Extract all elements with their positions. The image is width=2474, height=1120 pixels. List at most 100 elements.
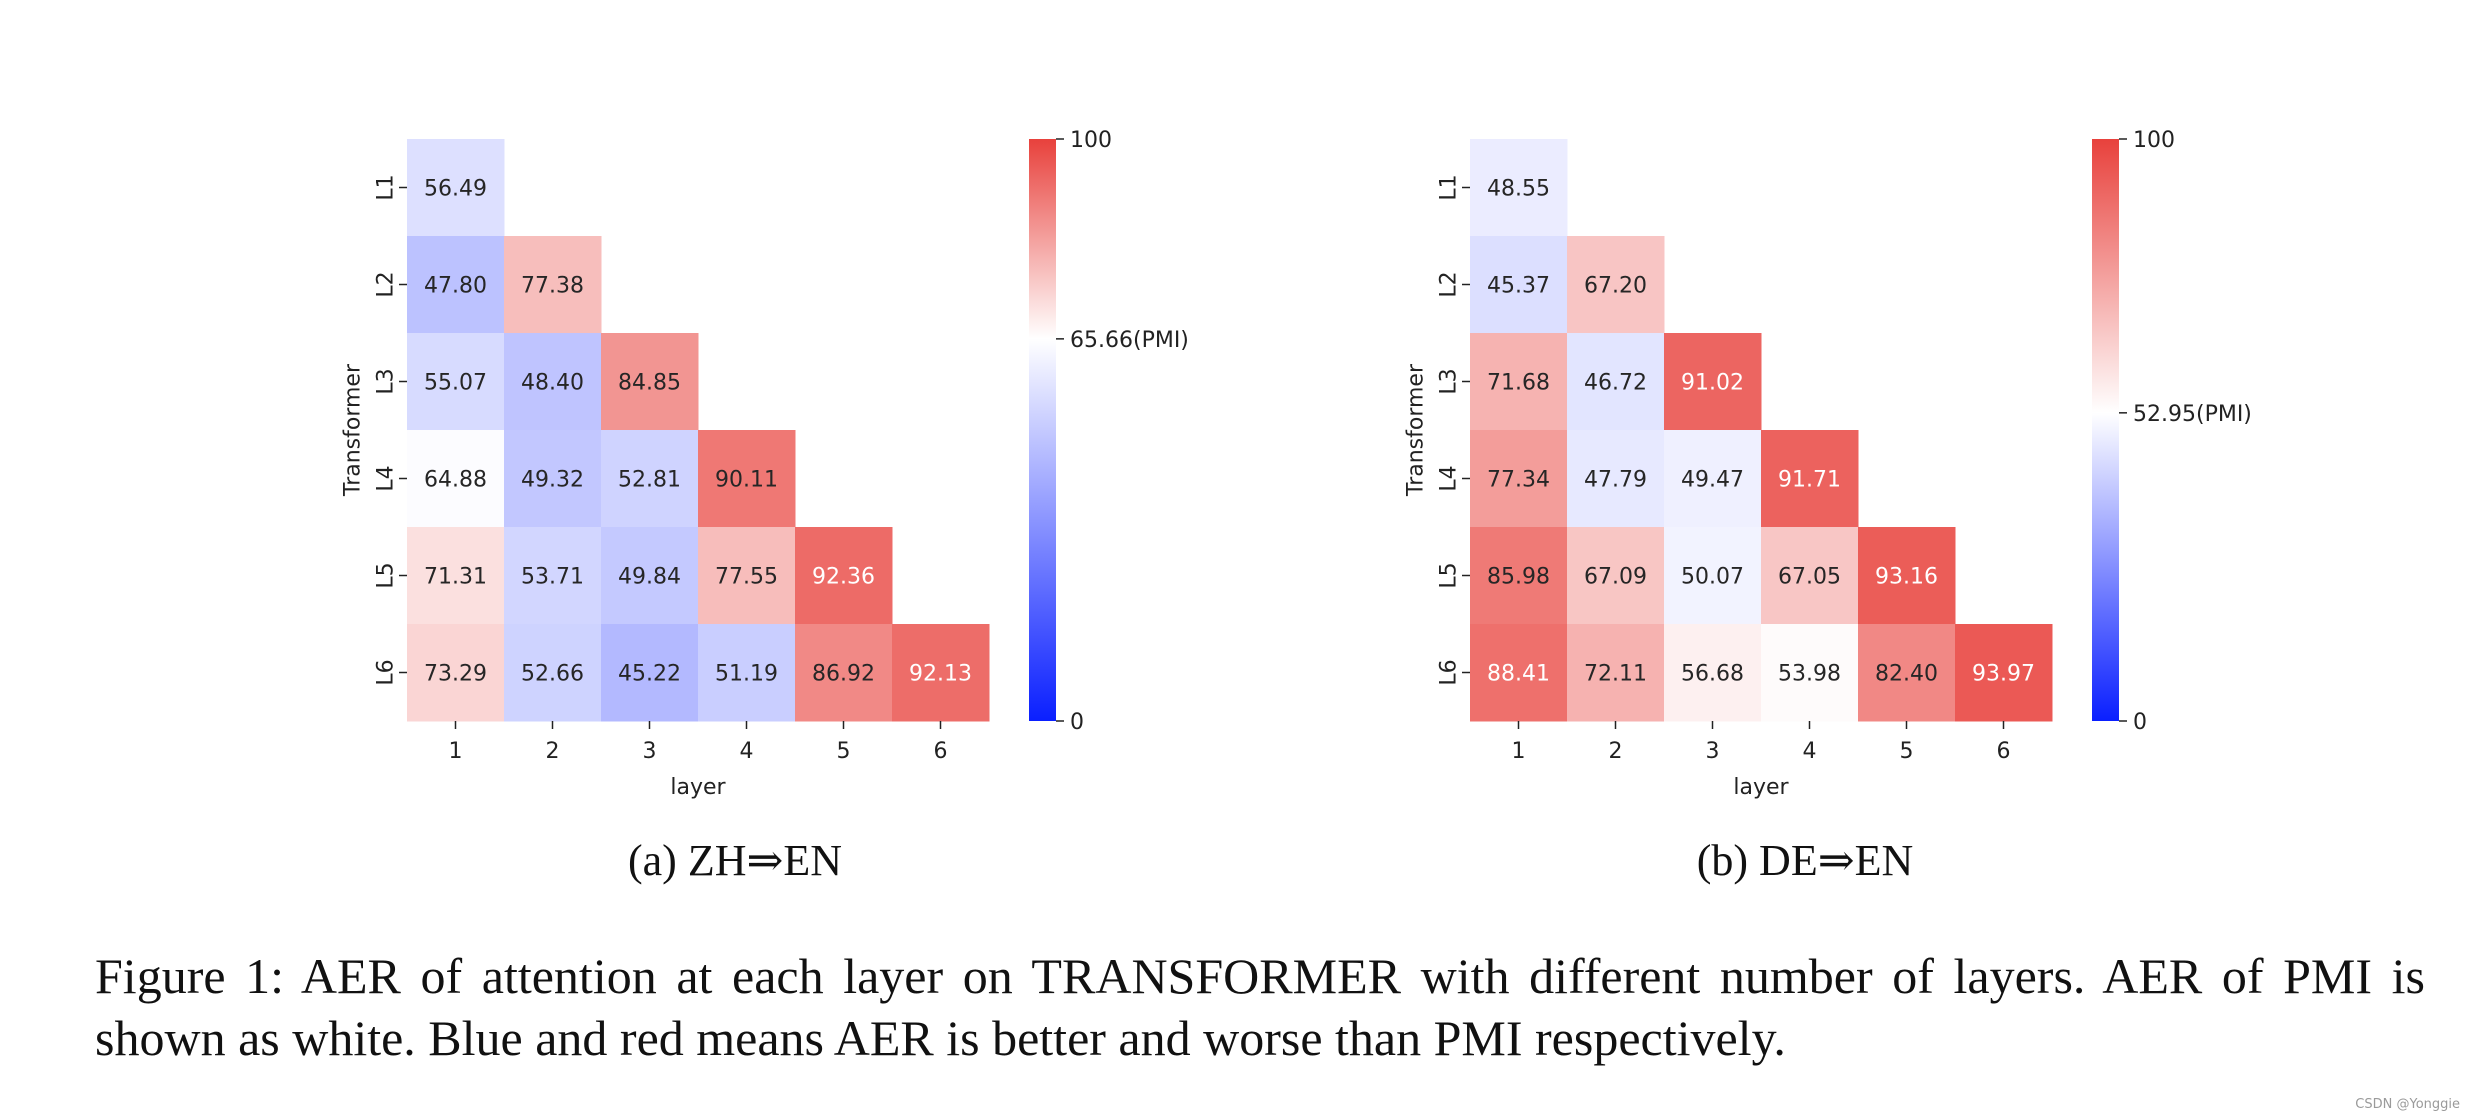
cell-value-label: 77.55 — [715, 565, 778, 590]
heatmap-cell — [504, 430, 602, 528]
heatmap-cell — [1664, 527, 1762, 625]
colorbar-tick-label: 100 — [2133, 128, 2175, 153]
caption-prefix: Figure 1: AER of attention at each layer… — [95, 948, 1062, 1004]
y-tick-label: L1 — [1437, 174, 1462, 200]
x-tick-label: 6 — [934, 739, 948, 764]
heatmap-cell — [1470, 430, 1568, 528]
cell-value-label: 93.16 — [1875, 565, 1938, 590]
colorbar-tick-label: 100 — [1070, 128, 1112, 153]
heatmap-cell — [601, 430, 699, 528]
heatmap-cell — [892, 624, 990, 722]
heatmap-cell — [1470, 527, 1568, 625]
colorbar-tick-label: 52.95(PMI) — [2133, 402, 2252, 427]
heatmap-cell — [407, 430, 505, 528]
cell-value-label: 92.36 — [812, 565, 875, 590]
panel-subtitle: (a) ZH⇒EN — [628, 836, 842, 885]
cell-value-label: 53.71 — [521, 565, 584, 590]
heatmap-cell — [407, 624, 505, 722]
heatmap-cell — [1567, 624, 1665, 722]
heatmap-cell — [698, 430, 796, 528]
x-tick-label: 3 — [1706, 739, 1720, 764]
cell-value-label: 49.32 — [521, 468, 584, 493]
cell-value-label: 49.47 — [1681, 468, 1744, 493]
y-tick-label: L2 — [1437, 271, 1462, 297]
heatmap-cell — [407, 527, 505, 625]
y-tick-label: L3 — [374, 368, 399, 394]
heatmap-cell — [1567, 430, 1665, 528]
heatmap-cell — [1955, 624, 2053, 722]
heatmap-panel-zh-en: 56.49 47.80 77.38 55.07 48.40 84.85 64.88 49.32… — [341, 128, 1189, 885]
heatmap-cell — [504, 236, 602, 334]
heatmap-cell — [504, 624, 602, 722]
x-tick-label: 1 — [1512, 739, 1526, 764]
cell-value-label: 91.02 — [1681, 371, 1744, 396]
caption-smallcaps: RANSFORMER — [1061, 948, 1401, 1004]
heatmap-cell — [1858, 527, 1956, 625]
x-tick-label: 1 — [449, 739, 463, 764]
heatmap-cell — [504, 333, 602, 431]
y-axis-label: Transformer — [1404, 363, 1429, 497]
heatmap-cell — [1470, 139, 1568, 237]
y-tick-label: L2 — [374, 271, 399, 297]
heatmap-cell — [1470, 236, 1568, 334]
heatmap-cell — [1664, 430, 1762, 528]
cell-value-label: 67.09 — [1584, 565, 1647, 590]
cell-value-label: 82.40 — [1875, 662, 1938, 687]
heatmap-cell — [407, 236, 505, 334]
cell-value-label: 56.68 — [1681, 662, 1744, 687]
cell-value-label: 84.85 — [618, 371, 681, 396]
heatmap-cell — [601, 333, 699, 431]
heatmap-cell — [601, 527, 699, 625]
cell-value-label: 52.66 — [521, 662, 584, 687]
y-tick-label: L3 — [1437, 368, 1462, 394]
heatmap-cell — [504, 527, 602, 625]
cell-value-label: 46.72 — [1584, 371, 1647, 396]
x-axis-label: layer — [670, 775, 726, 800]
x-tick-label: 6 — [1997, 739, 2011, 764]
colorbar-tick-label: 0 — [1070, 710, 1084, 735]
colorbar — [2092, 139, 2119, 721]
x-axis-label: layer — [1733, 775, 1789, 800]
heatmap-cell — [1761, 430, 1859, 528]
x-tick-label: 2 — [1609, 739, 1623, 764]
heatmap-cell — [407, 333, 505, 431]
panel-subtitle: (b) DE⇒EN — [1697, 836, 1913, 885]
cell-value-label: 85.98 — [1487, 565, 1550, 590]
x-tick-label: 3 — [643, 739, 657, 764]
cell-value-label: 45.22 — [618, 662, 681, 687]
cell-value-label: 48.55 — [1487, 177, 1550, 202]
heatmap-cell — [795, 527, 893, 625]
heatmap-cell — [1761, 527, 1859, 625]
heatmap-cell — [795, 624, 893, 722]
cell-value-label: 77.34 — [1487, 468, 1550, 493]
x-tick-label: 2 — [546, 739, 560, 764]
x-tick-label: 4 — [740, 739, 754, 764]
cell-value-label: 47.79 — [1584, 468, 1647, 493]
cell-value-label: 90.11 — [715, 468, 778, 493]
cell-value-label: 49.84 — [618, 565, 681, 590]
cell-value-label: 52.81 — [618, 468, 681, 493]
cell-value-label: 67.20 — [1584, 274, 1647, 299]
heatmap-cell — [698, 624, 796, 722]
heatmap-cell — [1567, 527, 1665, 625]
y-tick-label: L6 — [374, 659, 399, 685]
colorbar-tick-label: 0 — [2133, 710, 2147, 735]
cell-value-label: 45.37 — [1487, 274, 1550, 299]
figure-caption: Figure 1: AER of attention at each layer… — [95, 945, 2425, 1069]
cell-value-label: 72.11 — [1584, 662, 1647, 687]
heatmap-cell — [1470, 333, 1568, 431]
cell-value-label: 51.19 — [715, 662, 778, 687]
y-tick-label: L4 — [374, 465, 399, 491]
cell-value-label: 92.13 — [909, 662, 972, 687]
y-tick-label: L1 — [374, 174, 399, 200]
cell-value-label: 48.40 — [521, 371, 584, 396]
cell-value-label: 88.41 — [1487, 662, 1550, 687]
colorbar — [1029, 139, 1056, 721]
y-tick-label: L6 — [1437, 659, 1462, 685]
caption-suffix: with different number of layers. AER of … — [95, 948, 2425, 1066]
cell-value-label: 71.68 — [1487, 371, 1550, 396]
y-axis-label: Transformer — [341, 363, 366, 497]
x-tick-label: 4 — [1803, 739, 1817, 764]
y-tick-label: L4 — [1437, 465, 1462, 491]
